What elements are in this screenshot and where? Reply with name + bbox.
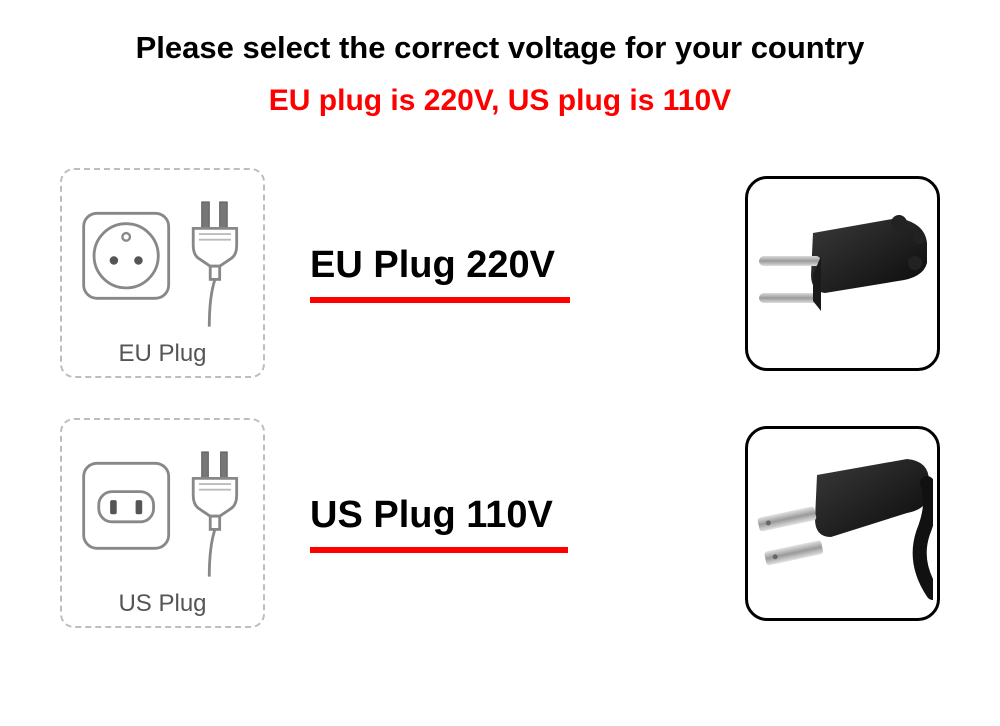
us-socket-plug-icon xyxy=(76,434,249,586)
eu-icon-label: EU Plug xyxy=(118,340,206,368)
row-us: US Plug US Plug 110V xyxy=(60,413,940,633)
us-icon-label: US Plug xyxy=(118,590,206,618)
us-underline xyxy=(310,547,568,553)
eu-socket-plug-icon xyxy=(76,184,249,336)
eu-underline xyxy=(310,297,570,303)
eu-mid: EU Plug 220V xyxy=(310,243,745,303)
row-eu: EU Plug EU Plug 220V xyxy=(60,163,940,383)
header-subtitle: EU plug is 220V, US plug is 110V xyxy=(60,84,940,118)
infographic: Please select the correct voltage for yo… xyxy=(0,0,1000,693)
us-mid: US Plug 110V xyxy=(310,493,745,553)
header-title: Please select the correct voltage for yo… xyxy=(60,30,940,66)
eu-icon-card: EU Plug xyxy=(60,168,265,378)
us-mid-label: US Plug 110V xyxy=(310,493,553,539)
us-icon-card: US Plug xyxy=(60,418,265,628)
eu-mid-label: EU Plug 220V xyxy=(310,243,555,289)
us-plug-photo xyxy=(745,426,940,621)
eu-plug-photo xyxy=(745,176,940,371)
